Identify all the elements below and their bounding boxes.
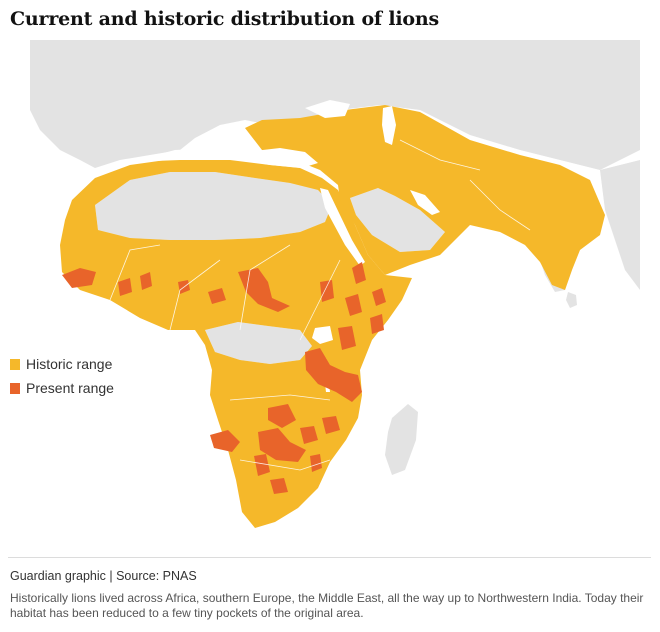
present-range-patch <box>268 404 296 428</box>
legend-item-present: Present range <box>10 376 114 400</box>
present-range <box>62 262 386 494</box>
sahara-land <box>95 172 332 240</box>
caspian-sea <box>382 106 396 145</box>
lion-distribution-map <box>30 40 640 528</box>
present-range-patch <box>62 268 96 288</box>
present-range-patch <box>320 280 334 302</box>
present-range-patch <box>210 430 240 452</box>
lake-victoria <box>312 326 333 344</box>
present-range-patch <box>338 326 356 350</box>
legend-item-historic: Historic range <box>10 352 114 376</box>
legend: Historic range Present range <box>10 352 114 400</box>
present-range-patch <box>238 268 290 312</box>
present-range-patch <box>258 428 306 462</box>
present-range-patch <box>345 294 362 316</box>
map-caption: Historically lions lived across Africa, … <box>10 591 644 620</box>
historic-range-africa <box>60 158 412 528</box>
historic-swatch <box>10 358 20 370</box>
legend-label-present: Present range <box>26 380 114 396</box>
present-range-patch <box>254 454 270 476</box>
source-credit: Guardian graphic | Source: PNAS <box>10 569 197 583</box>
se-asia-land <box>600 160 640 290</box>
map-title: Current and historic distribution of lio… <box>10 8 439 30</box>
sri-lanka <box>566 292 577 308</box>
present-range-patch <box>208 288 226 304</box>
present-range-patch <box>140 272 152 290</box>
present-range-patch <box>352 262 366 284</box>
historic-range <box>60 105 605 528</box>
country-borders <box>109 139 531 471</box>
mediterranean-sea <box>130 148 318 168</box>
present-range-patch <box>322 416 340 434</box>
persian-gulf <box>410 190 440 215</box>
footer-divider <box>8 557 651 558</box>
present-swatch <box>10 382 20 394</box>
present-range-patch <box>310 454 322 472</box>
red-sea <box>320 188 365 266</box>
present-range-patch <box>270 478 288 494</box>
present-range-patch <box>305 348 362 402</box>
arabia-land <box>350 188 445 252</box>
present-range-patch <box>300 426 318 444</box>
black-sea <box>305 100 350 118</box>
rainforest-land <box>205 322 312 364</box>
present-range-patch <box>370 314 384 334</box>
present-range-patch <box>372 288 386 306</box>
madagascar <box>385 404 418 475</box>
legend-label-historic: Historic range <box>26 356 113 372</box>
present-range-patch <box>118 278 132 296</box>
